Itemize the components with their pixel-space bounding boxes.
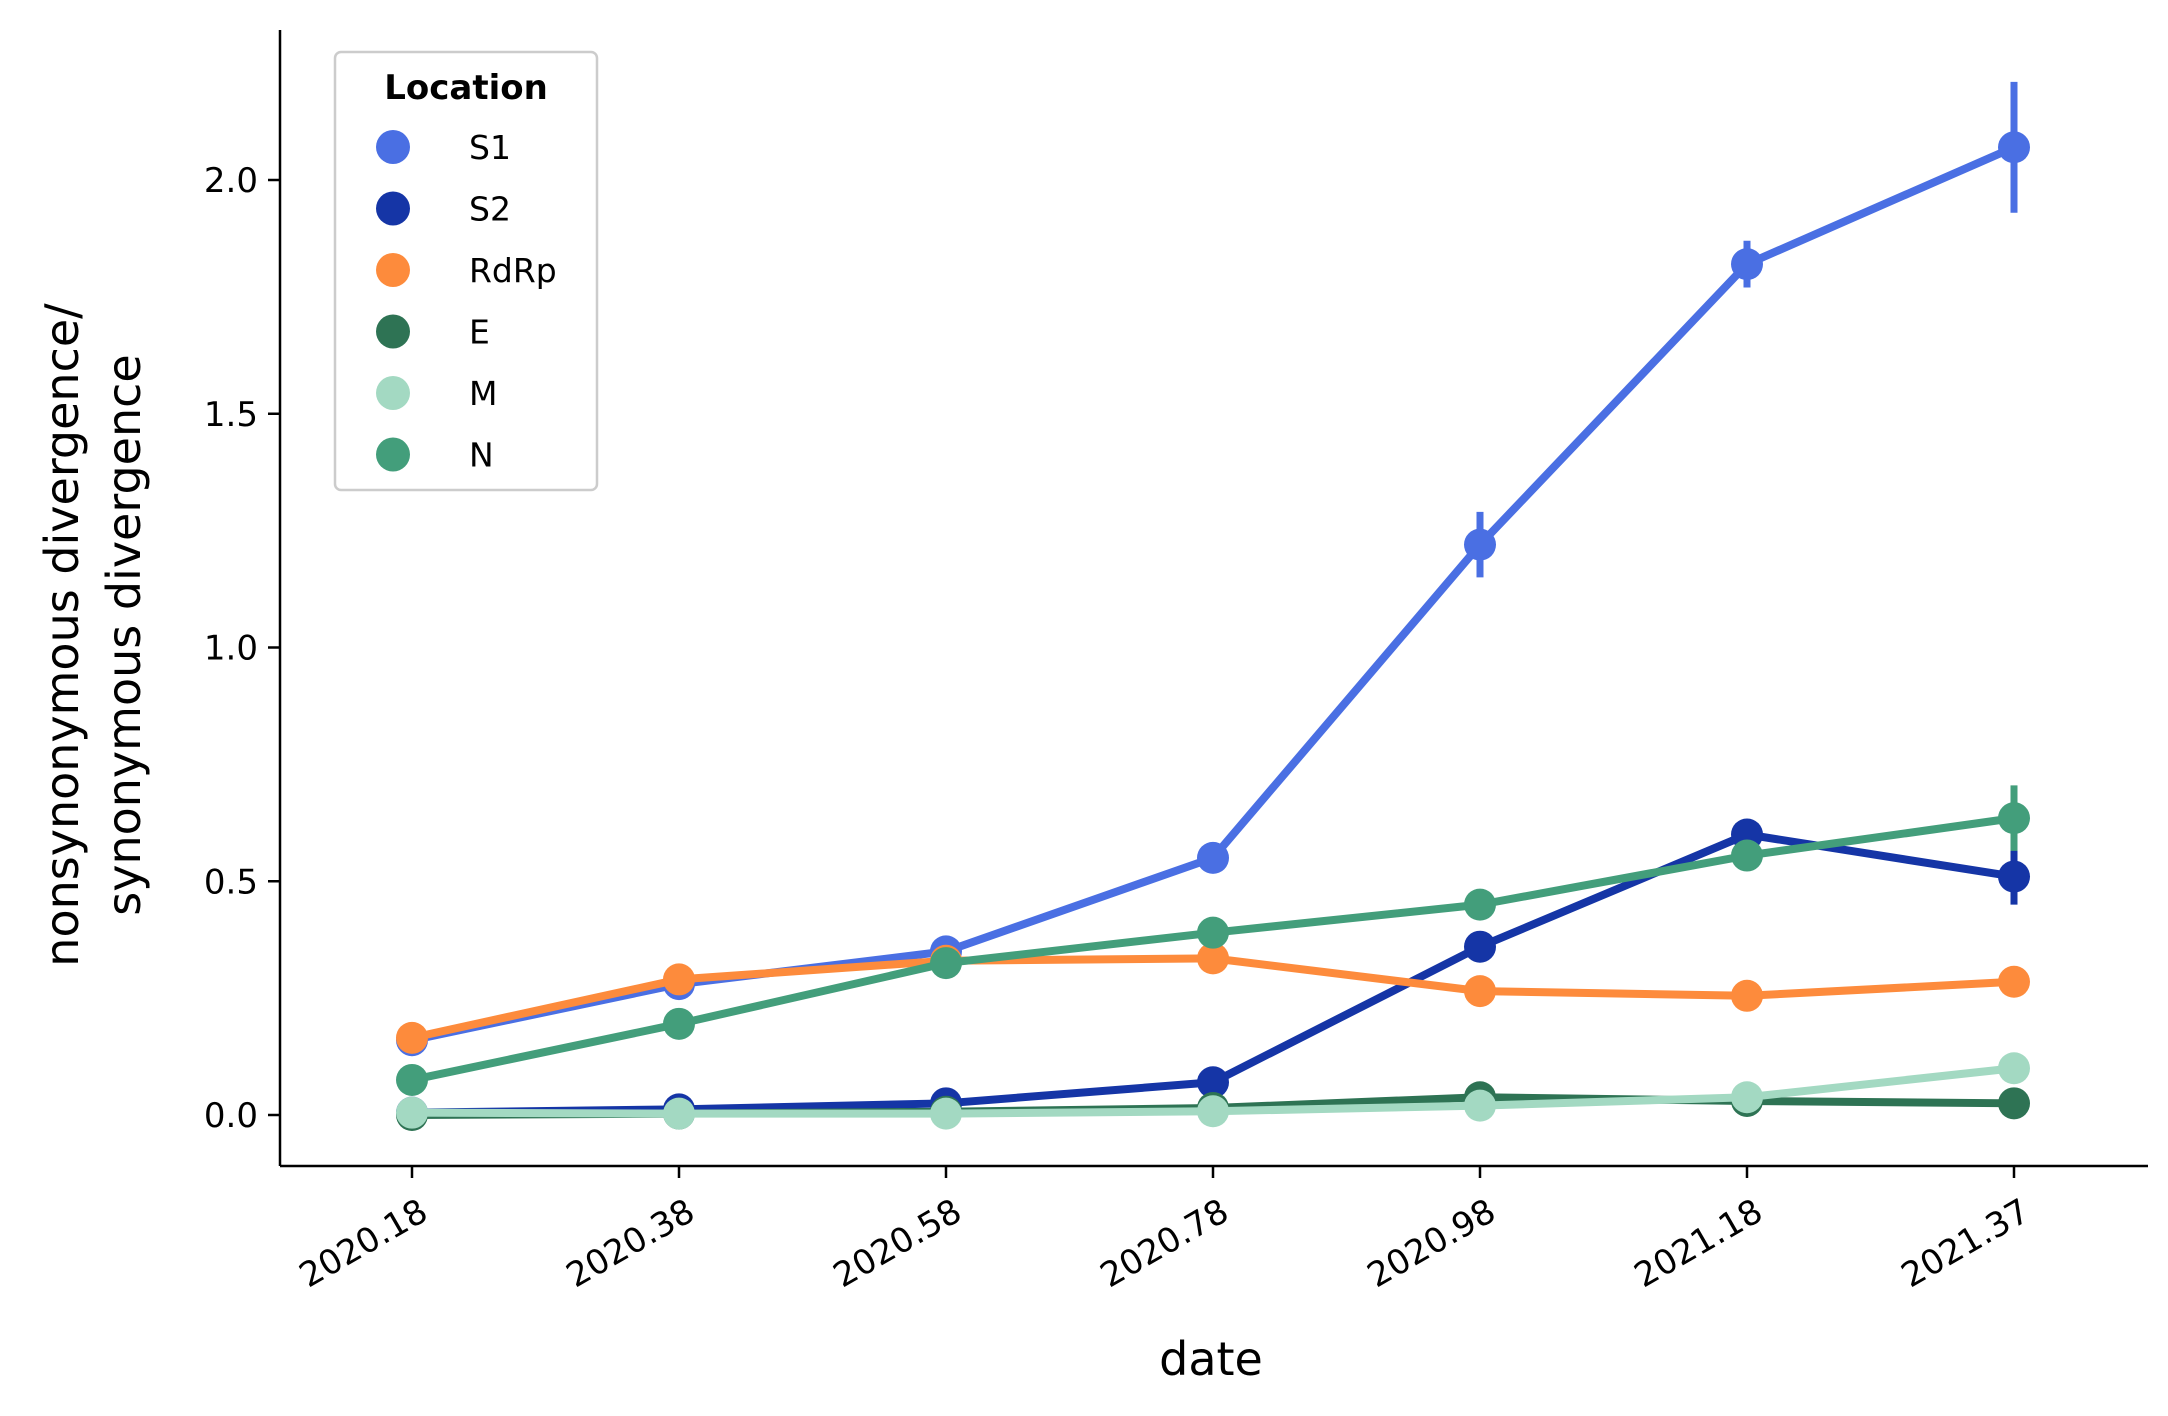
- data-point: [1464, 930, 1496, 963]
- legend-label: S2: [469, 190, 511, 229]
- data-point: [663, 1097, 695, 1130]
- data-point: [1998, 1087, 2030, 1120]
- x-tick-label: 2020.38: [560, 1191, 702, 1296]
- y-tick-label: 0.0: [204, 1096, 258, 1136]
- data-point: [1197, 1095, 1229, 1128]
- data-point: [1998, 1052, 2030, 1085]
- data-point: [1731, 1081, 1763, 1114]
- x-tick-label: 2020.18: [293, 1191, 435, 1296]
- legend-marker: [376, 376, 410, 410]
- data-point: [396, 1063, 428, 1096]
- data-point: [1731, 248, 1763, 281]
- legend-label: S1: [469, 128, 511, 167]
- data-point: [396, 1096, 428, 1129]
- legend-label: RdRp: [469, 251, 557, 290]
- legend-label: E: [469, 313, 490, 352]
- data-point: [1197, 916, 1229, 949]
- data-point: [663, 963, 695, 996]
- data-point: [1731, 839, 1763, 872]
- y-tick-label: 1.5: [204, 395, 258, 435]
- data-point: [663, 1007, 695, 1040]
- data-point: [1464, 528, 1496, 561]
- series-m: [396, 1052, 2030, 1130]
- data-point: [1197, 1066, 1229, 1099]
- data-point: [396, 1021, 428, 1054]
- y-tick-label: 1.0: [204, 629, 258, 669]
- data-point: [930, 1097, 962, 1130]
- y-tick-label: 0.5: [204, 862, 258, 902]
- legend-marker: [376, 437, 410, 472]
- legend: Location S1 S2 RdRp EMN: [333, 50, 599, 492]
- legend-label: M: [469, 374, 497, 413]
- series-s1: [396, 81, 2030, 1057]
- x-tick-label: 2021.18: [1628, 1191, 1770, 1296]
- legend-marker: [376, 314, 410, 349]
- y-tick-label: 2.0: [204, 161, 258, 201]
- x-tick-label: 2021.37: [1895, 1191, 2037, 1296]
- series-line-s1: [408, 143, 2018, 1045]
- legend-marker: [376, 253, 410, 287]
- y-axis-label-line-2: synonymous divergence: [97, 354, 151, 915]
- data-point: [1998, 131, 2030, 164]
- data-point: [1197, 841, 1229, 874]
- data-point: [1998, 860, 2030, 893]
- legend-box: [333, 50, 599, 492]
- legend-title: Location: [384, 68, 548, 108]
- data-point: [1464, 975, 1496, 1008]
- series-layer: [396, 81, 2030, 1131]
- legend-item-s1: S1: [376, 128, 511, 167]
- data-point: [1464, 888, 1496, 921]
- legend-item-s2: S2: [376, 190, 511, 229]
- x-tick-label: 2020.78: [1094, 1191, 1236, 1296]
- data-point: [1464, 1089, 1496, 1122]
- x-axis-label: date: [1159, 1332, 1263, 1386]
- x-tick-label: 2020.58: [827, 1191, 969, 1296]
- legend-item-n: N: [376, 436, 494, 475]
- series-n: [396, 785, 2030, 1096]
- y-axis-label-line-1: nonsynonymous divergence/: [35, 303, 89, 967]
- legend-marker: [376, 191, 410, 226]
- data-point: [1731, 979, 1763, 1012]
- legend-label: N: [469, 436, 494, 475]
- data-point: [930, 947, 962, 980]
- legend-item-rdrp: RdRp: [376, 251, 557, 290]
- series-rdrp: [396, 942, 2030, 1054]
- legend-item-m: M: [376, 374, 497, 413]
- data-point: [1998, 802, 2030, 835]
- legend-marker: [376, 130, 410, 164]
- data-point: [1197, 942, 1229, 975]
- legend-item-e: E: [376, 313, 490, 352]
- data-point: [1998, 965, 2030, 998]
- x-tick-label: 2020.98: [1361, 1191, 1503, 1296]
